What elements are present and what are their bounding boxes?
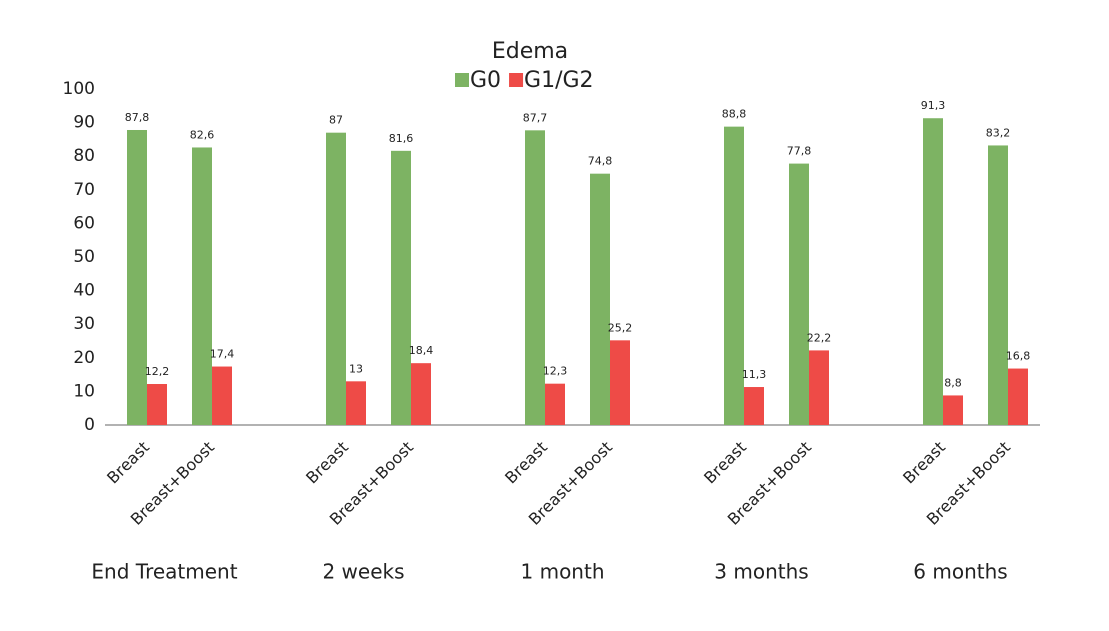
- y-tick-label: 10: [73, 381, 95, 401]
- value-label: 83,2: [986, 126, 1011, 139]
- group-label: 2 weeks: [322, 560, 404, 584]
- y-tick-label: 20: [73, 348, 95, 368]
- value-label: 74,8: [588, 155, 613, 168]
- legend-swatch: [455, 73, 469, 87]
- bar: [127, 129, 147, 425]
- bar: [988, 145, 1008, 425]
- bar: [809, 350, 829, 425]
- value-label: 87: [329, 114, 343, 127]
- x-tick-label: Breast: [700, 438, 750, 488]
- value-label: 12,3: [543, 365, 568, 378]
- bar: [391, 150, 411, 425]
- group-label: 1 month: [521, 560, 605, 584]
- y-tick-label: 80: [73, 146, 95, 166]
- value-label: 12,2: [145, 365, 170, 378]
- legend-label: G0: [470, 68, 501, 93]
- group-label: End Treatment: [91, 560, 237, 584]
- value-label: 11,3: [742, 368, 767, 381]
- value-label: 87,7: [523, 111, 548, 124]
- value-label: 17,4: [210, 348, 235, 361]
- y-tick-label: 90: [73, 113, 95, 133]
- value-label: 77,8: [787, 145, 812, 158]
- x-tick-label: Breast: [103, 438, 153, 488]
- value-label: 25,2: [608, 321, 633, 334]
- value-label: 18,4: [409, 344, 434, 357]
- bar: [943, 395, 963, 425]
- bar: [326, 132, 346, 425]
- y-tick-label: 30: [73, 314, 95, 334]
- group-label: 6 months: [913, 560, 1007, 584]
- y-tick-label: 0: [84, 415, 95, 435]
- y-tick-label: 70: [73, 180, 95, 200]
- y-tick-label: 40: [73, 281, 95, 301]
- bar: [147, 384, 167, 425]
- legend-swatch: [509, 73, 524, 87]
- x-tick-label: Breast: [501, 438, 551, 488]
- bar: [590, 173, 610, 425]
- legend-label: G1/G2: [524, 68, 594, 93]
- bar: [545, 383, 565, 425]
- value-label: 16,8: [1006, 350, 1031, 363]
- value-label: 81,6: [389, 132, 414, 145]
- value-label: 13: [349, 362, 363, 375]
- value-label: 88,8: [722, 108, 747, 121]
- group-label: 3 months: [714, 560, 808, 584]
- y-tick-label: 50: [73, 247, 95, 267]
- bar: [789, 163, 809, 426]
- bar: [923, 118, 943, 426]
- value-label: 8,8: [944, 376, 962, 389]
- bar: [192, 147, 212, 426]
- value-label: 91,3: [921, 99, 946, 112]
- bar: [346, 381, 366, 425]
- bar: [724, 126, 744, 425]
- value-label: 87,8: [125, 111, 150, 124]
- chart-title: Edema: [492, 39, 568, 64]
- x-tick-label: Breast: [899, 438, 949, 488]
- value-label: 22,2: [807, 331, 832, 344]
- value-label: 82,6: [190, 128, 215, 141]
- bar: [212, 366, 232, 425]
- x-tick-label: Breast: [302, 438, 352, 488]
- y-tick-label: 100: [63, 79, 95, 99]
- y-tick-label: 60: [73, 213, 95, 233]
- bar: [411, 363, 431, 425]
- bar: [744, 387, 764, 425]
- bar: [1008, 368, 1028, 425]
- bar: [610, 340, 630, 425]
- bar: [525, 130, 545, 425]
